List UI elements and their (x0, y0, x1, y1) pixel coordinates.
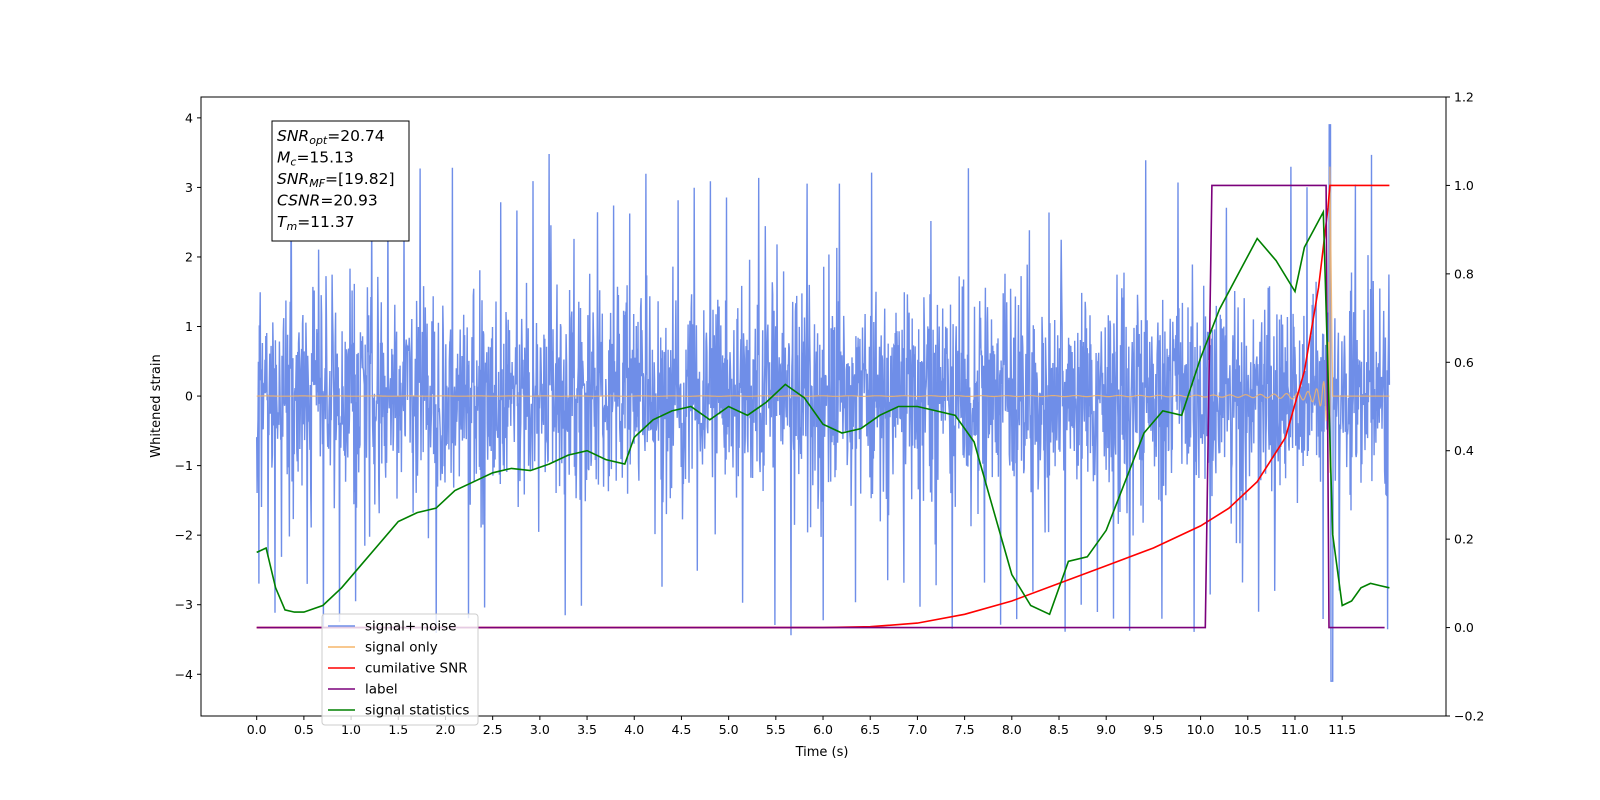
y2-tick-label: 1.2 (1454, 90, 1474, 105)
y2-tick-label: 1.0 (1454, 178, 1474, 193)
y-tick-label: −3 (175, 597, 193, 612)
annotation-line: CSNR=20.93 (277, 192, 378, 210)
y2-tick-label: −0.2 (1454, 709, 1484, 724)
legend-frame (321, 613, 479, 726)
x-tick-label: 3.5 (577, 722, 597, 737)
plot-area (256, 124, 1391, 682)
x-tick-label: 7.5 (955, 722, 975, 737)
x-tick-label: 6.0 (813, 722, 833, 737)
series-line-0 (256, 124, 1391, 682)
y-axis-left: 4 3 2 1 0 −1 −2 −3 −4 (175, 110, 201, 682)
x-tick-label: 8.5 (1049, 722, 1069, 737)
y2-tick-label: 0.8 (1454, 266, 1474, 281)
x-tick-label: 4.5 (671, 722, 691, 737)
legend-label: cumilative SNR (365, 661, 468, 677)
x-tick-label: 7.0 (907, 722, 927, 737)
annotation-line: Tm=11.37 (277, 213, 355, 233)
x-tick-label: 5.5 (766, 722, 786, 737)
y-axis-right: 1.2 1.0 0.8 0.6 0.4 0.2 0.0 −0.2 (1446, 90, 1484, 724)
x-tick-label: 9.0 (1096, 722, 1116, 737)
legend-label: signal+ noise (365, 619, 456, 635)
y-tick-label: 3 (185, 180, 193, 195)
x-tick-label: 5.0 (719, 722, 739, 737)
x-axis-label: Time (s) (795, 745, 849, 760)
x-tick-label: 11.5 (1328, 722, 1356, 737)
y2-tick-label: 0.0 (1454, 620, 1474, 635)
x-tick-label: 9.5 (1143, 722, 1163, 737)
y-tick-label: −4 (175, 667, 193, 682)
x-tick-label: 10.5 (1234, 722, 1262, 737)
annotation-frame (271, 120, 410, 242)
x-tick-label: 6.5 (860, 722, 880, 737)
x-tick-label: 10.0 (1187, 722, 1215, 737)
y-axis-label: Whitened strain (149, 354, 164, 457)
y-tick-label: 4 (185, 110, 193, 125)
legend: signal+ noise signal only cumilative SNR la… (321, 613, 479, 726)
y2-tick-label: 0.4 (1454, 443, 1474, 458)
y-tick-label: 0 (185, 389, 193, 404)
x-tick-label: 8.0 (1002, 722, 1022, 737)
y2-tick-label: 0.2 (1454, 532, 1474, 547)
series-line-3 (256, 184, 1385, 629)
legend-label: signal only (365, 640, 438, 656)
series-line-1 (256, 166, 1390, 473)
annotation-line: SNRopt=20.74 (277, 127, 385, 147)
x-tick-label: 1.5 (388, 722, 408, 737)
y-tick-label: 1 (185, 319, 193, 334)
x-tick-label: 3.0 (530, 722, 550, 737)
y-tick-label: 2 (185, 249, 193, 264)
annotation-line: Mc=15.13 (277, 149, 354, 169)
x-tick-label: 2.0 (436, 722, 456, 737)
legend-label: label (365, 682, 398, 698)
x-tick-label: 11.0 (1281, 722, 1309, 737)
y2-tick-label: 0.6 (1454, 355, 1474, 370)
series-line-2 (256, 184, 1390, 629)
annotation-line: SNRMF=[19.82] (277, 170, 395, 190)
legend-label: signal statistics (365, 703, 469, 719)
x-axis: 0.0 0.5 1.0 1.5 2.0 2.5 3.0 3.5 4.0 4.5 5.0 5.5 6.0 6… (247, 716, 1356, 737)
x-tick-label: 2.5 (483, 722, 503, 737)
series-line-4 (256, 208, 1390, 616)
x-tick-label: 1.0 (341, 722, 361, 737)
x-tick-label: 4.0 (624, 722, 644, 737)
x-tick-label: 0.0 (247, 722, 267, 737)
y-tick-label: −1 (175, 458, 193, 473)
y-tick-label: −2 (175, 528, 193, 543)
x-tick-label: 0.5 (294, 722, 314, 737)
